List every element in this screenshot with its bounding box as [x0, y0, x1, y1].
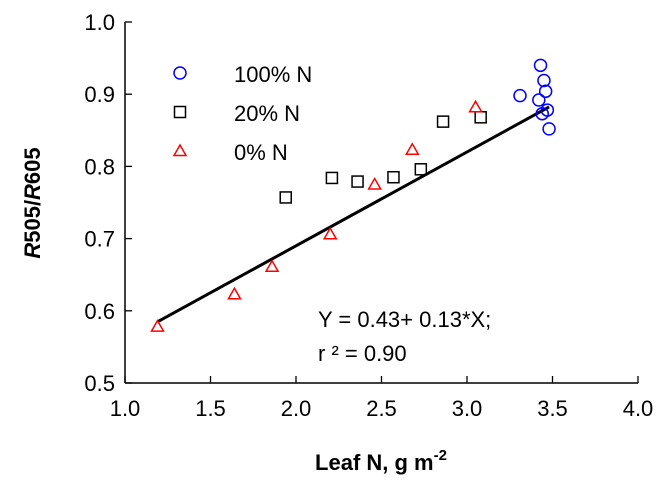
- data-point-square: [279, 191, 292, 204]
- data-point-square: [351, 175, 364, 188]
- x-tick-label: 2.5: [366, 396, 397, 421]
- data-point-square: [325, 171, 339, 185]
- x-tick-label: 4.0: [623, 396, 654, 421]
- equation-annotation: r ² = 0.90: [318, 341, 407, 366]
- y-tick-label: 0.9: [84, 82, 115, 107]
- x-tick-label: 2.0: [281, 396, 312, 421]
- data-point-triangle: [404, 142, 420, 156]
- y-tick-label: 0.7: [84, 227, 115, 252]
- regression-line: [156, 105, 550, 324]
- data-point-square: [474, 111, 487, 124]
- annotations: Y = 0.43+ 0.13*X; r ² = 0.90: [318, 307, 491, 366]
- equation-annotation: Y = 0.43+ 0.13*X;: [318, 307, 491, 332]
- x-tick-label: 3.5: [537, 396, 568, 421]
- x-axis-title: Leaf N, g m-2: [315, 447, 447, 475]
- data-points: [150, 58, 556, 332]
- x-tick-label: 3.0: [452, 396, 483, 421]
- legend: 100% N 20% N 0% N: [172, 62, 312, 165]
- y-tick-label: 0.6: [84, 299, 115, 324]
- y-tick-label: 1.0: [84, 10, 115, 35]
- data-point-circle: [532, 93, 546, 107]
- y-tick-label: 0.5: [84, 371, 115, 396]
- data-point-circle: [542, 122, 556, 136]
- data-point-triangle: [264, 259, 280, 273]
- tick-marks: [124, 21, 639, 384]
- tick-labels: 1.0 1.5 2.0 2.5 3.0 3.5 4.0 0.5 0.6 0.7 0.8 0.9 1.0: [84, 10, 653, 421]
- data-point-square: [414, 163, 428, 176]
- data-point-circle: [537, 73, 551, 88]
- data-point-circle: [513, 88, 527, 103]
- x-tick-label: 1.5: [195, 396, 226, 421]
- data-point-square: [387, 170, 400, 184]
- data-point-triangle: [150, 319, 165, 332]
- data-point-triangle: [227, 286, 242, 300]
- y-tick-label: 0.8: [84, 154, 115, 179]
- data-point-triangle: [367, 176, 382, 190]
- legend-label: 100% N: [234, 62, 312, 87]
- axis-titles: Leaf N, g m-2 R505/R605: [20, 147, 447, 475]
- legend-marker-circle: [173, 66, 187, 80]
- x-tick-label: 1.0: [110, 396, 141, 421]
- regression-line-group: [156, 105, 550, 324]
- data-point-circle: [540, 103, 555, 117]
- data-point-triangle: [468, 99, 483, 113]
- y-axis-title: R505/R605: [20, 147, 45, 258]
- legend-label: 20% N: [234, 101, 300, 126]
- data-point-circle: [533, 58, 548, 73]
- data-point-square: [436, 115, 450, 128]
- data-point-triangle: [322, 226, 338, 240]
- data-point-circle: [538, 84, 553, 99]
- legend-label: 0% N: [234, 140, 288, 165]
- legend-marker-square: [173, 105, 187, 119]
- legend-marker-triangle: [172, 143, 188, 157]
